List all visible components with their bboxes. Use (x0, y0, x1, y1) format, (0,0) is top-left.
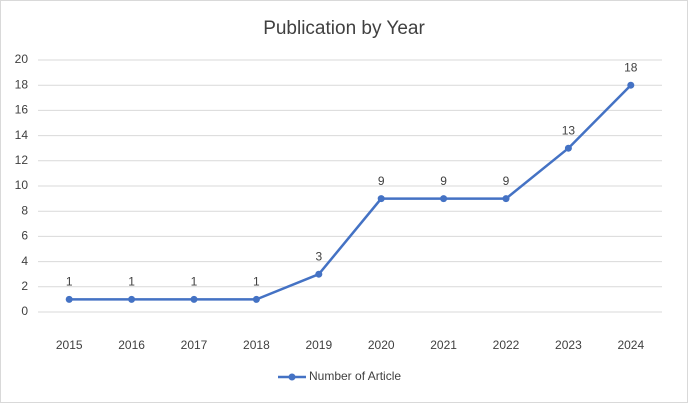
data-label: 9 (378, 174, 385, 188)
data-label: 3 (315, 249, 322, 263)
data-point (128, 295, 136, 303)
y-tick-label: 12 (15, 153, 29, 167)
data-label: 13 (562, 123, 576, 137)
y-tick-label: 20 (15, 52, 29, 66)
y-tick-label: 14 (15, 128, 29, 142)
y-tick-label: 16 (15, 103, 29, 117)
data-point (564, 144, 572, 152)
x-tick-label: 2022 (493, 338, 520, 352)
x-tick-label: 2023 (555, 338, 582, 352)
y-tick-label: 2 (21, 279, 28, 293)
data-point (315, 270, 323, 278)
data-label: 9 (503, 174, 510, 188)
y-tick-label: 18 (15, 77, 29, 91)
data-label: 1 (253, 275, 260, 289)
legend-label: Number of Article (309, 369, 401, 383)
x-tick-label: 2015 (56, 338, 83, 352)
data-point (65, 295, 73, 303)
y-tick-label: 4 (21, 254, 28, 268)
data-point (377, 195, 385, 203)
data-point (440, 195, 448, 203)
data-label: 1 (66, 275, 73, 289)
data-point (502, 195, 510, 203)
y-tick-label: 6 (21, 229, 28, 243)
x-tick-label: 2020 (368, 338, 395, 352)
data-label: 1 (128, 275, 135, 289)
legend-marker (288, 373, 296, 381)
x-tick-label: 2021 (430, 338, 457, 352)
data-label: 1 (191, 275, 198, 289)
chart-title: Publication by Year (263, 18, 425, 39)
x-tick-label: 2018 (243, 338, 270, 352)
x-tick-label: 2016 (118, 338, 145, 352)
series-line (69, 84, 632, 301)
data-point (627, 81, 635, 89)
y-tick-label: 0 (21, 304, 28, 318)
x-tick-label: 2019 (305, 338, 332, 352)
y-tick-label: 10 (15, 178, 29, 192)
x-tick-label: 2017 (181, 338, 208, 352)
x-tick-label: 2024 (617, 338, 644, 352)
data-point (190, 295, 198, 303)
data-label: 9 (440, 174, 447, 188)
data-point (252, 295, 260, 303)
y-tick-label: 8 (21, 203, 28, 217)
data-label: 18 (624, 60, 638, 74)
